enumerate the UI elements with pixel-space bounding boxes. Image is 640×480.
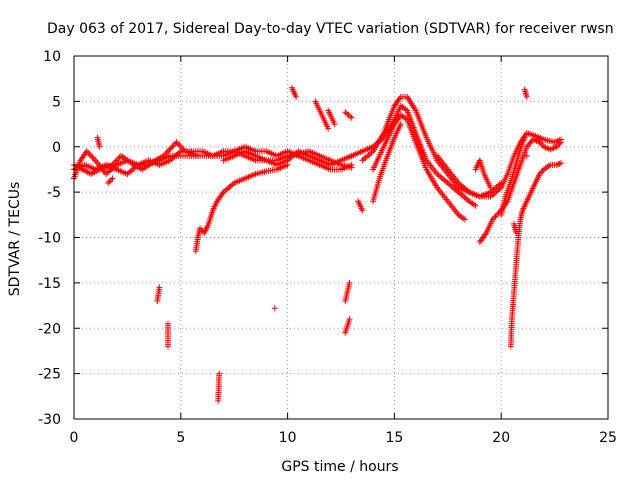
data-point-arc-c — [169, 143, 176, 150]
data-point-arc-j — [397, 121, 404, 128]
x-tick-label: 15 — [385, 430, 403, 446]
data-point-arc-a — [88, 152, 95, 159]
data-point-arc-v — [293, 93, 300, 100]
data-point-arc-m — [525, 142, 532, 149]
data-point-arc-m — [527, 139, 534, 146]
data-point-arc-o — [539, 167, 546, 174]
data-point-arc-w — [325, 125, 332, 132]
y-tick-label: -20 — [38, 321, 61, 337]
data-point-arc-m — [558, 139, 565, 146]
data-point-arc-c — [167, 145, 174, 152]
data-point-arc-q — [105, 180, 112, 187]
data-point-arc-u — [271, 305, 278, 312]
data-point-arc-q — [108, 177, 115, 184]
data-point-arc-o — [555, 161, 562, 168]
y-tick-label: 5 — [52, 94, 61, 110]
data-point-arc-s — [164, 343, 171, 350]
x-tick-label: 10 — [279, 430, 297, 446]
data-points — [71, 84, 565, 404]
data-point-arc-ab — [342, 329, 349, 336]
data-point-arc-a — [89, 154, 96, 161]
data-point-arc-n — [521, 134, 528, 141]
x-tick-label: 20 — [492, 430, 510, 446]
data-point-arc-ae — [523, 152, 530, 159]
data-point-arc-l — [487, 184, 494, 191]
x-axis-title: GPS time / hours — [281, 459, 398, 475]
data-point-arc-q — [106, 178, 113, 185]
data-point-arc-x — [331, 121, 338, 128]
x-tick-label: 0 — [70, 430, 79, 446]
data-point-arc-p — [96, 143, 103, 150]
data-point-arc-a — [86, 151, 93, 158]
x-tick-label: 25 — [599, 430, 617, 446]
data-point-arc-o — [558, 160, 565, 167]
y-tick-label: -5 — [47, 185, 61, 201]
data-point-arc-z — [359, 207, 366, 214]
data-point-arc-g — [472, 202, 479, 209]
data-point-arc-r — [154, 298, 161, 305]
data-point-arc-c — [176, 142, 183, 149]
data-point-arc-c — [179, 145, 186, 152]
data-point-arc-aa — [342, 298, 349, 305]
data-point-arc-a — [90, 155, 97, 162]
data-point-arc-o — [556, 160, 563, 167]
data-point-arc-ad — [513, 229, 520, 236]
data-point-arc-m — [526, 140, 533, 147]
data-point-arc-t — [215, 397, 222, 404]
axis-ticks: 0 5 10 15 20 25 10 5 0 -5 -10 -15 -20 -25 -30 — [38, 49, 617, 446]
data-point-arc-q — [109, 175, 116, 182]
data-point-arc-c — [170, 142, 177, 149]
chart-title: Day 063 of 2017, Sidereal Day-to-day VTE… — [47, 21, 614, 37]
y-tick-label: 10 — [43, 49, 61, 65]
y-tick-label: -25 — [38, 367, 61, 383]
y-tick-label: -10 — [38, 231, 61, 247]
grid — [74, 56, 608, 419]
data-point-arc-c — [173, 139, 180, 146]
y-axis-title: SDTVAR / TECUs — [7, 182, 23, 297]
data-point-arc-c — [166, 146, 173, 153]
data-point-arc-i — [461, 216, 468, 223]
data-point-arc-ac — [523, 93, 530, 100]
data-point-arc-m — [492, 213, 499, 220]
data-point-arc-y — [348, 114, 355, 121]
y-tick-label: -30 — [38, 412, 61, 428]
data-point-arc-o — [553, 161, 560, 168]
data-point-arc-m — [523, 143, 530, 150]
data-point-arc-c — [194, 152, 201, 159]
data-point-arc-c — [174, 140, 181, 147]
data-point-arc-f — [348, 164, 355, 171]
data-point-arc-e — [284, 161, 291, 168]
y-tick-label: 0 — [52, 140, 61, 156]
y-tick-label: -15 — [38, 276, 61, 292]
x-tick-label: 5 — [176, 430, 185, 446]
